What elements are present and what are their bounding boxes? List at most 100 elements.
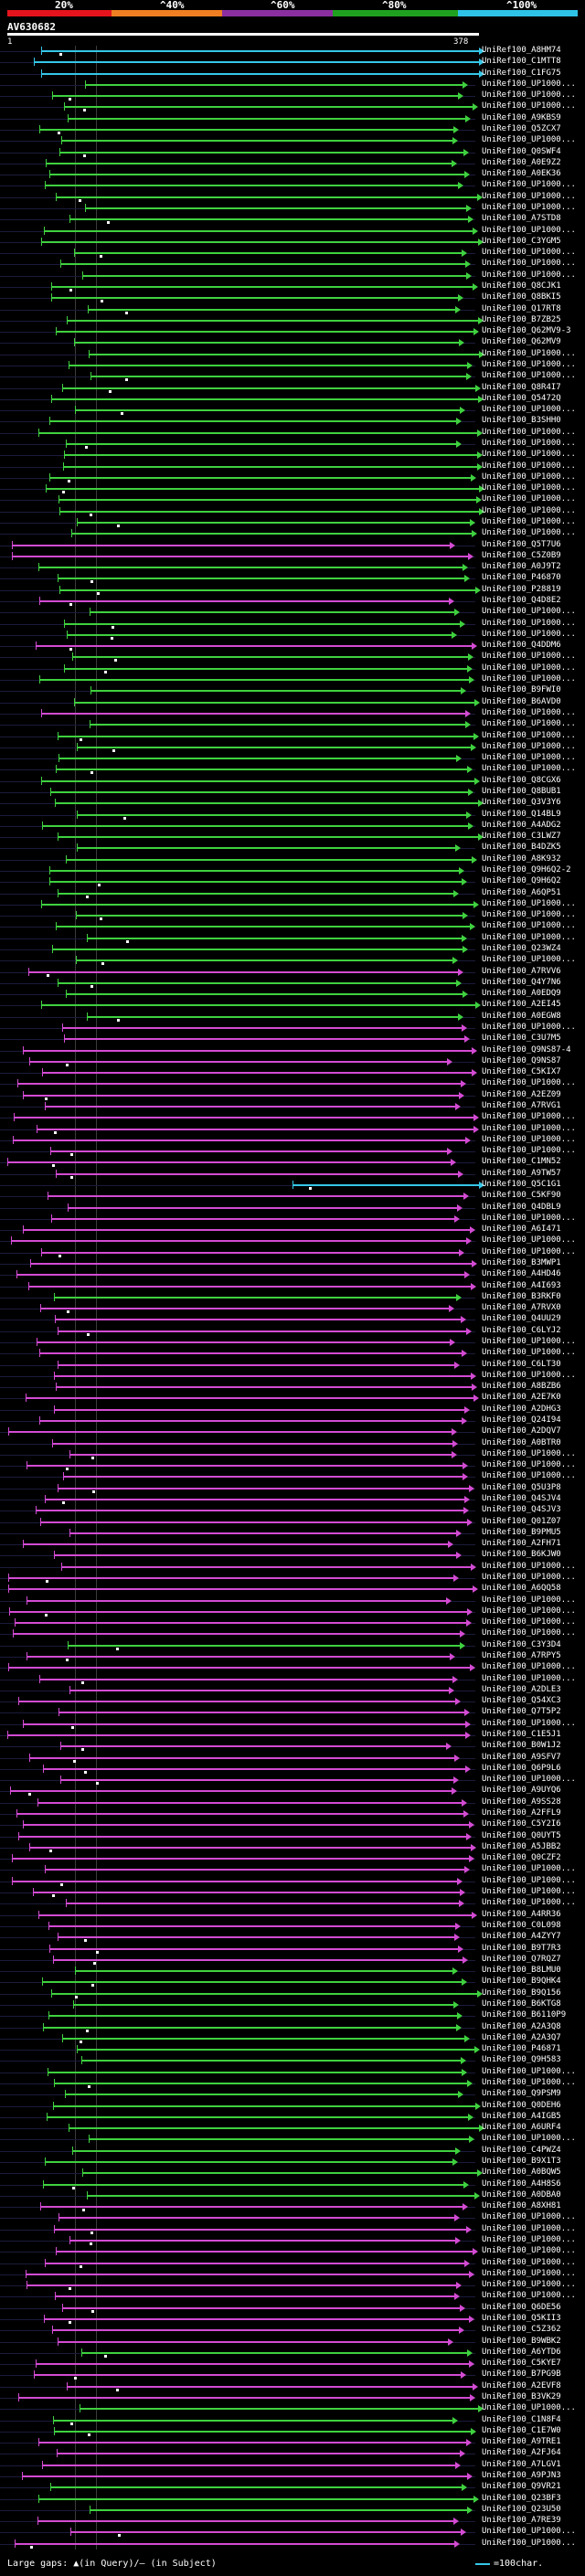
hit-alignment-bar[interactable] (18, 2397, 470, 2399)
hit-label[interactable]: UniRef100_UP1000... (482, 349, 576, 358)
hit-alignment-bar[interactable] (12, 545, 450, 546)
hit-label[interactable]: UniRef100_UP1000... (482, 2403, 576, 2412)
hit-label[interactable]: UniRef100_A4HD46 (482, 1269, 561, 1278)
hit-alignment-bar[interactable] (66, 859, 472, 861)
hit-alignment-bar[interactable] (89, 354, 479, 355)
hit-alignment-bar[interactable] (68, 1207, 457, 1209)
hit-alignment-bar[interactable] (43, 2184, 463, 2186)
hit-alignment-bar[interactable] (17, 1083, 461, 1085)
hit-label[interactable]: UniRef100_A0J9T2 (482, 562, 561, 571)
hit-label[interactable]: UniRef100_A0EDQ9 (482, 989, 561, 998)
hit-label[interactable]: UniRef100_Q0SWF4 (482, 147, 561, 156)
hit-label[interactable]: UniRef100_UP1000... (482, 2235, 576, 2244)
hit-alignment-bar[interactable] (49, 870, 459, 872)
hit-label[interactable]: UniRef100_Q6P9L6 (482, 1764, 561, 1773)
hit-label[interactable]: UniRef100_C5KF90 (482, 1191, 561, 1200)
hit-alignment-bar[interactable] (29, 1757, 454, 1759)
hit-label[interactable]: UniRef100_UP1000... (482, 180, 576, 189)
hit-alignment-bar[interactable] (49, 174, 464, 175)
hit-label[interactable]: UniRef100_A7LGV1 (482, 2460, 561, 2469)
hit-label[interactable]: UniRef100_UP1000... (482, 2224, 576, 2233)
hit-alignment-bar[interactable] (58, 499, 476, 501)
hit-alignment-bar[interactable] (58, 736, 473, 737)
hit-label[interactable]: UniRef100_Q7T5P2 (482, 1707, 561, 1716)
hit-alignment-bar[interactable] (9, 1611, 467, 1613)
hit-alignment-bar[interactable] (30, 1263, 472, 1265)
hit-label[interactable]: UniRef100_A6I471 (482, 1224, 561, 1234)
hit-label[interactable]: UniRef100_A9SS28 (482, 1797, 561, 1807)
hit-label[interactable]: UniRef100_Q4SJV4 (482, 1494, 561, 1503)
hit-alignment-bar[interactable] (54, 1375, 471, 1377)
hit-alignment-bar[interactable] (62, 2307, 460, 2309)
hit-alignment-bar[interactable] (62, 387, 475, 389)
hit-alignment-bar[interactable] (49, 1948, 458, 1950)
hit-label[interactable]: UniRef100_UP1000... (482, 1573, 576, 1582)
hit-alignment-bar[interactable] (11, 1240, 466, 1242)
hit-alignment-bar[interactable] (41, 241, 478, 243)
hit-label[interactable]: UniRef100_UP1000... (482, 203, 576, 212)
hit-alignment-bar[interactable] (52, 95, 458, 97)
hit-alignment-bar[interactable] (54, 2083, 467, 2084)
hit-label[interactable]: UniRef100_B3SHH0 (482, 416, 561, 425)
hit-label[interactable]: UniRef100_UP1000... (482, 428, 576, 437)
hit-alignment-bar[interactable] (42, 825, 468, 827)
hit-alignment-bar[interactable] (56, 1386, 472, 1388)
hit-alignment-bar[interactable] (77, 747, 471, 748)
hit-label[interactable]: UniRef100_Q0CZF2 (482, 1853, 561, 1862)
hit-alignment-bar[interactable] (27, 2284, 456, 2286)
hit-label[interactable]: UniRef100_UP1000... (482, 371, 576, 380)
hit-alignment-bar[interactable] (74, 252, 462, 254)
hit-alignment-bar[interactable] (16, 1274, 464, 1276)
hit-label[interactable]: UniRef100_Q5U3P8 (482, 1483, 561, 1492)
hit-alignment-bar[interactable] (41, 1004, 475, 1006)
hit-label[interactable]: UniRef100_A2FFL9 (482, 1808, 561, 1818)
hit-label[interactable]: UniRef100_UP1000... (482, 1023, 576, 1032)
hit-label[interactable]: UniRef100_C5Z362 (482, 2325, 561, 2334)
hit-label[interactable]: UniRef100_C5Z0B9 (482, 551, 561, 560)
hit-alignment-bar[interactable] (77, 847, 455, 849)
hit-label[interactable]: UniRef100_A7STD8 (482, 214, 561, 223)
hit-alignment-bar[interactable] (69, 1690, 449, 1691)
hit-label[interactable]: UniRef100_UP1000... (482, 2291, 576, 2300)
hit-alignment-bar[interactable] (72, 656, 468, 658)
hit-alignment-bar[interactable] (45, 2161, 452, 2163)
hit-label[interactable]: UniRef100_P46870 (482, 573, 561, 582)
hit-label[interactable]: UniRef100_UP1000... (482, 2527, 576, 2536)
hit-alignment-bar[interactable] (58, 893, 453, 895)
hit-label[interactable]: UniRef100_C1FG75 (482, 69, 561, 78)
hit-label[interactable]: UniRef100_B3RKF0 (482, 1292, 561, 1301)
hit-label[interactable]: UniRef100_UP1000... (482, 1595, 576, 1605)
hit-label[interactable]: UniRef100_UP1000... (482, 192, 576, 201)
hit-alignment-bar[interactable] (64, 1038, 464, 1040)
hit-alignment-bar[interactable] (74, 342, 459, 344)
hit-alignment-bar[interactable] (45, 2263, 464, 2264)
hit-label[interactable]: UniRef100_UP1000... (482, 1214, 576, 1223)
hit-alignment-bar[interactable] (77, 2049, 474, 2051)
hit-alignment-bar[interactable] (56, 926, 470, 928)
hit-label[interactable]: UniRef100_UP1000... (482, 1674, 576, 1683)
hit-alignment-bar[interactable] (59, 589, 475, 591)
hit-alignment-bar[interactable] (56, 2251, 473, 2253)
hit-label[interactable]: UniRef100_A9UYQ6 (482, 1786, 561, 1795)
hit-label[interactable]: UniRef100_A7RVG1 (482, 1101, 561, 1110)
hit-label[interactable]: UniRef100_A2DQV7 (482, 1426, 561, 1436)
hit-alignment-bar[interactable] (45, 185, 458, 186)
hit-alignment-bar[interactable] (58, 2341, 448, 2343)
hit-label[interactable]: UniRef100_Q4DBL9 (482, 1203, 561, 1212)
hit-label[interactable]: UniRef100_Q5KII3 (482, 2314, 561, 2323)
hit-label[interactable]: UniRef100_Q4D8E2 (482, 596, 561, 605)
hit-label[interactable]: UniRef100_A2EVF8 (482, 2381, 561, 2390)
hit-alignment-bar[interactable] (59, 511, 479, 513)
hit-label[interactable]: UniRef100_C3YGM5 (482, 237, 561, 246)
hit-label[interactable]: UniRef100_UP1000... (482, 2269, 576, 2278)
hit-alignment-bar[interactable] (72, 2150, 455, 2152)
hit-alignment-bar[interactable] (58, 1712, 464, 1713)
hit-alignment-bar[interactable] (75, 1970, 452, 1972)
hit-label[interactable]: UniRef100_B4DZK5 (482, 843, 561, 852)
hit-label[interactable]: UniRef100_C5KYE7 (482, 2359, 561, 2368)
hit-label[interactable]: UniRef100_C1N8F4 (482, 2415, 561, 2424)
hit-alignment-bar[interactable] (48, 2072, 462, 2073)
hit-label[interactable]: UniRef100_Q9H6Q2-2 (482, 865, 571, 875)
hit-alignment-bar[interactable] (61, 140, 452, 142)
hit-alignment-bar[interactable] (69, 218, 468, 220)
